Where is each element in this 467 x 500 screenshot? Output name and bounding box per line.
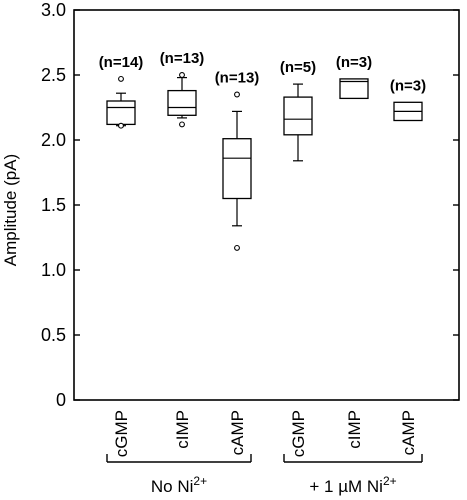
- n-label: (n=3): [336, 54, 372, 71]
- box-iqr: [167, 89, 197, 116]
- category-label-camp: cAMP: [399, 410, 418, 455]
- box-iqr: [222, 138, 252, 200]
- group-label: No Ni2+: [151, 474, 207, 496]
- box-cimp-no-ni: (n=13): [160, 50, 205, 128]
- y-tick-label: 0.5: [41, 325, 66, 345]
- y-tick-label: 2.0: [41, 130, 66, 150]
- box-camp-no-ni: (n=13): [215, 70, 260, 251]
- category-label-cimp: cIMP: [173, 410, 192, 449]
- box-iqr: [283, 96, 313, 136]
- group-labels: No Ni2+ + 1 µM Ni2+: [106, 454, 423, 496]
- box-camp-ni: (n=3): [390, 77, 426, 122]
- category-labels: cGMP cIMP cAMP cGMP cIMP cAMP: [112, 410, 418, 457]
- category-label-camp: cAMP: [228, 410, 247, 455]
- n-label: (n=13): [160, 50, 205, 67]
- category-label-cgmp: cGMP: [289, 410, 308, 457]
- outlier-point: [118, 75, 124, 82]
- outlier-point: [234, 91, 240, 98]
- group-label: + 1 µM Ni2+: [309, 474, 396, 496]
- n-label: (n=5): [280, 59, 316, 76]
- y-tick-label: 1.5: [41, 195, 66, 215]
- outlier-point: [118, 122, 124, 129]
- category-label-cgmp: cGMP: [112, 410, 131, 457]
- box-iqr: [106, 100, 136, 126]
- box-cgmp-no-ni: (n=14): [99, 54, 144, 129]
- y-tick-label: 0: [56, 390, 66, 410]
- box-cimp-ni: (n=3): [336, 54, 372, 100]
- outlier-point: [179, 72, 185, 78]
- outlier-point: [234, 244, 240, 251]
- n-label: (n=14): [99, 54, 144, 71]
- y-tick-label: 1.0: [41, 260, 66, 280]
- n-label: (n=13): [215, 70, 260, 87]
- n-label: (n=3): [390, 77, 426, 94]
- y-tick-label: 3.0: [41, 0, 66, 20]
- box-series: (n=14) (n=13) (n=13) (n=5) (n=3) (n=3): [99, 50, 426, 251]
- y-axis-ticks: 0 0.5 1.0 1.5 2.0 2.5 3.0: [41, 0, 459, 410]
- box-iqr: [339, 78, 369, 100]
- outlier-point: [179, 121, 185, 128]
- box-cgmp-ni: (n=5): [280, 59, 316, 162]
- y-axis-label: Amplitude (pA): [1, 154, 20, 266]
- y-tick-label: 2.5: [41, 65, 66, 85]
- category-label-cimp: cIMP: [345, 410, 364, 449]
